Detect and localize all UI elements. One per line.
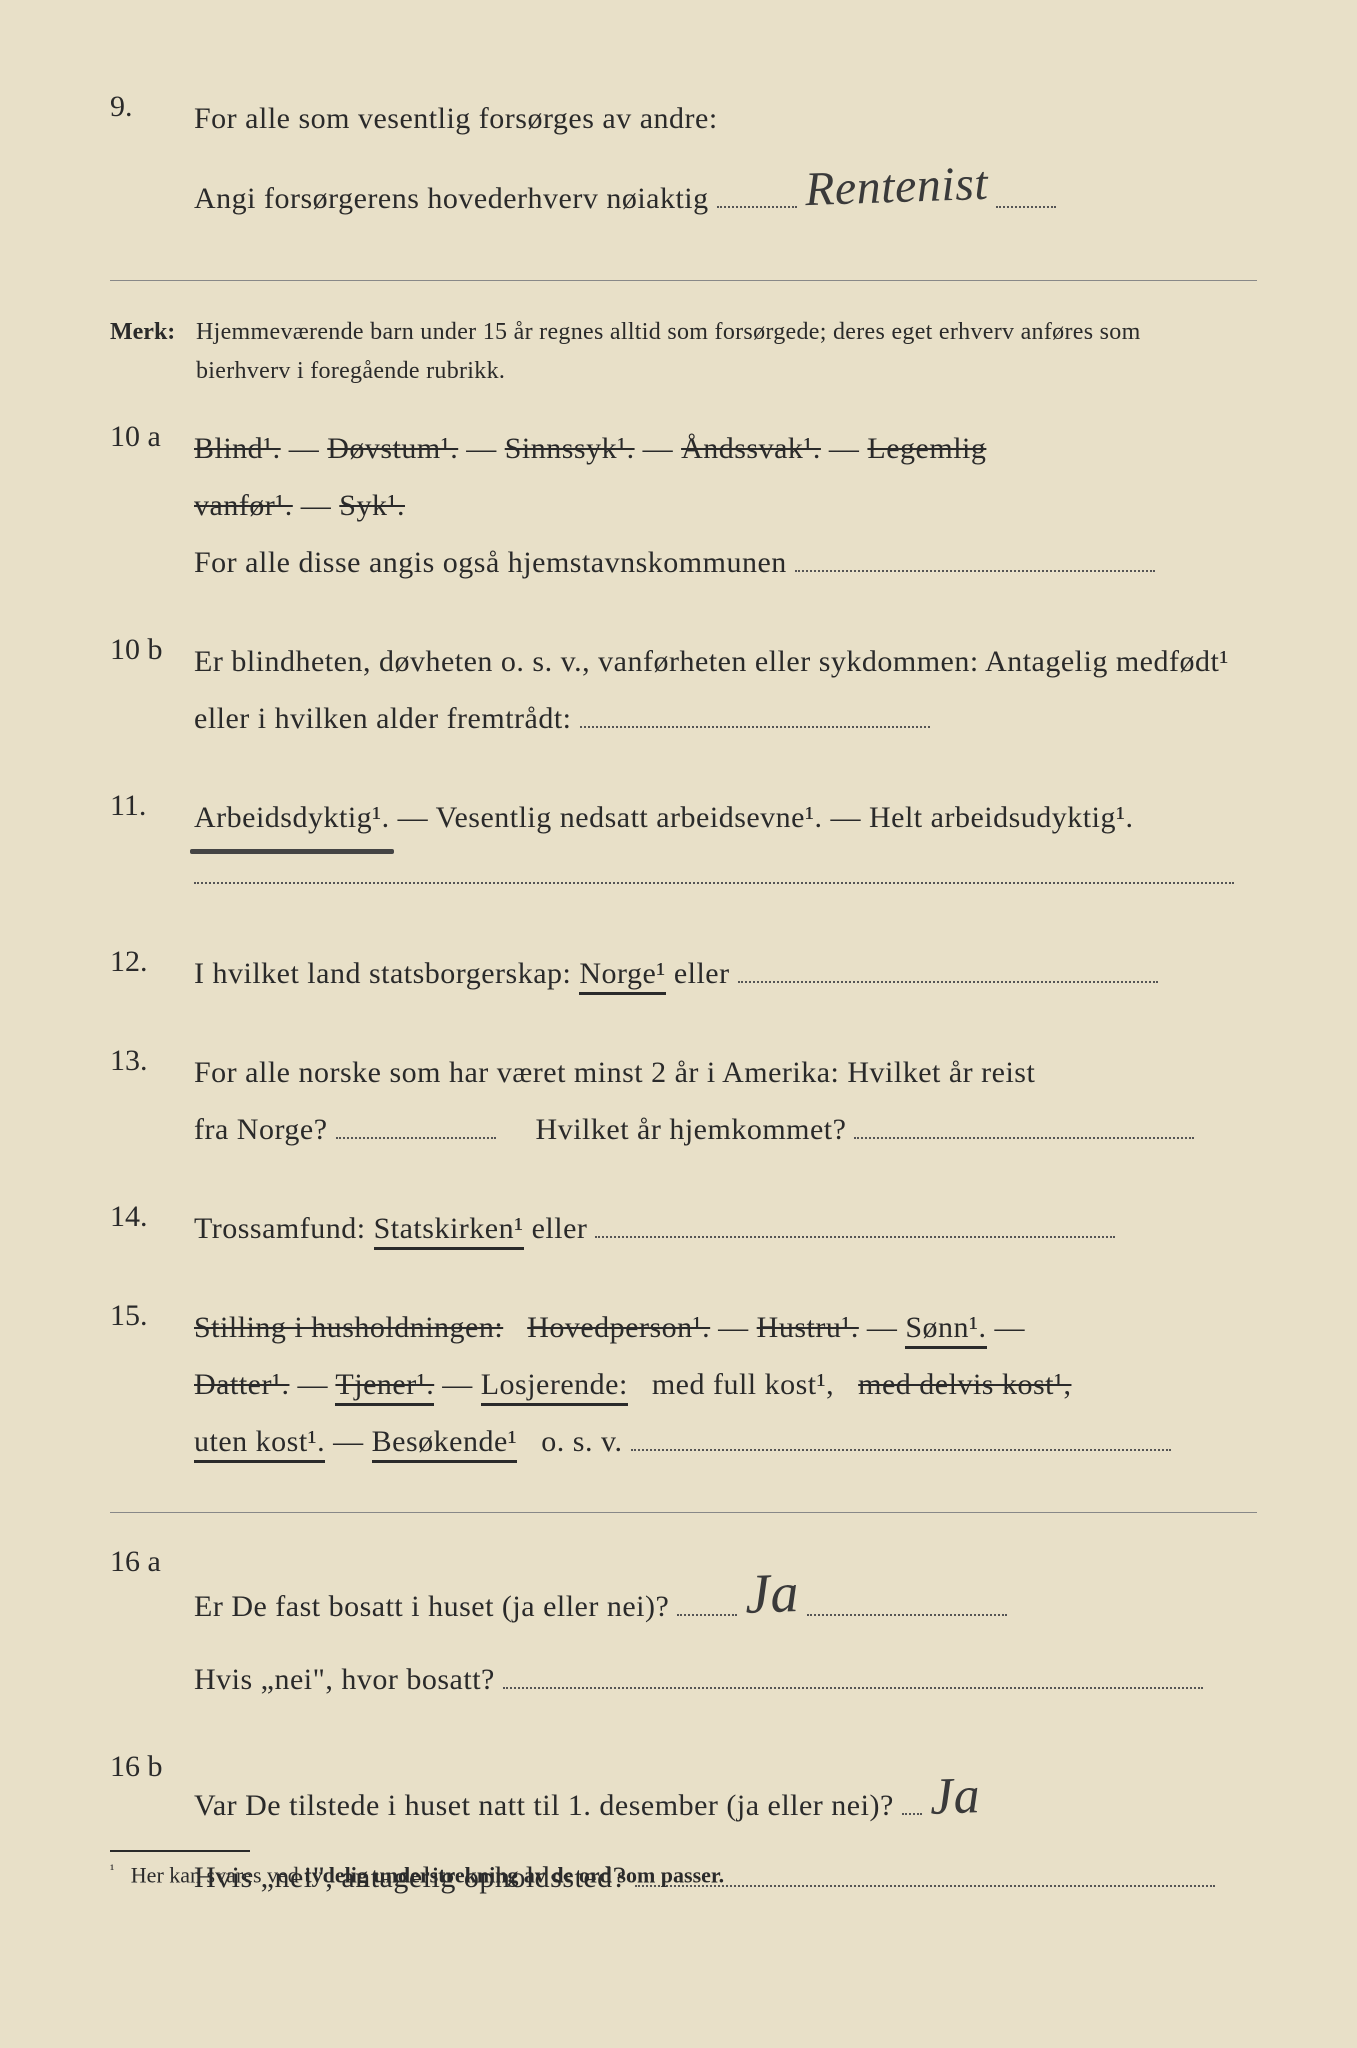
q11-arbeidsdyktig: Arbeidsdyktig¹. xyxy=(194,789,390,846)
q10a-dovstum: Døvstum¹. xyxy=(327,432,458,465)
q14-text: Trossamfund: Statskirken¹ eller xyxy=(194,1200,1234,1257)
merk-note: Merk: Hjemmeværende barn under 15 år reg… xyxy=(110,313,1257,390)
q15-utenkost: uten kost¹. xyxy=(194,1425,325,1463)
question-16a: 16 a Er De fast bosatt i huset (ja eller… xyxy=(110,1545,1257,1708)
q9-line1: For alle som vesentlig forsørges av andr… xyxy=(194,102,718,135)
q13-num: 13. xyxy=(110,1044,190,1078)
q10a-vanfor: vanfør¹. xyxy=(194,489,293,522)
question-10b: 10 b Er blindheten, døvheten o. s. v., v… xyxy=(110,633,1257,747)
q10b-blank xyxy=(580,696,930,728)
q10b-text: Er blindheten, døvheten o. s. v., vanfør… xyxy=(194,633,1234,747)
q10a-syk: Syk¹. xyxy=(339,489,405,522)
q15-delviskost: med delvis kost¹, xyxy=(858,1368,1071,1401)
q10a-blank xyxy=(795,540,1155,572)
divider-2 xyxy=(110,1512,1257,1513)
q16a-text: Er De fast bosatt i huset (ja eller nei)… xyxy=(194,1545,1234,1708)
question-10a: 10 a Blind¹. — Døvstum¹. — Sinnssyk¹. — … xyxy=(110,420,1257,591)
q10a-num: 10 a xyxy=(110,420,190,454)
census-form-page: 9. For alle som vesentlig forsørges av a… xyxy=(0,0,1357,2048)
q15-text: Stilling i husholdningen: Hovedperson¹. … xyxy=(194,1299,1234,1470)
question-13: 13. For alle norske som har været minst … xyxy=(110,1044,1257,1158)
q11-num: 11. xyxy=(110,789,190,823)
question-9: 9. For alle som vesentlig forsørges av a… xyxy=(110,90,1257,238)
q11-text: Arbeidsdyktig¹. — Vesentlig nedsatt arbe… xyxy=(194,789,1234,903)
merk-text: Hjemmeværende barn under 15 år regnes al… xyxy=(196,313,1236,390)
q15-sonn: Sønn¹. xyxy=(905,1311,986,1349)
question-14: 14. Trossamfund: Statskirken¹ eller xyxy=(110,1200,1257,1257)
q12-norge: Norge¹ xyxy=(579,957,665,995)
q15-datter: Datter¹. xyxy=(194,1368,289,1401)
q16b-num: 16 b xyxy=(110,1750,190,1784)
q15-hovedperson: Hovedperson¹. xyxy=(527,1311,710,1344)
q10a-legemlig: Legemlig xyxy=(867,432,986,465)
q10b-num: 10 b xyxy=(110,633,190,667)
q11-blank xyxy=(194,852,1234,884)
q10a-andssvak: Åndssvak¹. xyxy=(681,432,821,465)
question-12: 12. I hvilket land statsborgerskap: Norg… xyxy=(110,945,1257,1002)
q15-num: 15. xyxy=(110,1299,190,1333)
footnote-text: Her kan svares ved tydelig understreknin… xyxy=(131,1862,724,1887)
q10a-blind: Blind¹. xyxy=(194,432,281,465)
q9-blank1 xyxy=(717,176,797,208)
q10a-line3: For alle disse angis også hjemstavnskomm… xyxy=(194,546,787,579)
footnote-rule xyxy=(110,1850,250,1852)
q13-blank2 xyxy=(854,1107,1194,1139)
q16a-num: 16 a xyxy=(110,1545,190,1579)
q10a-text: Blind¹. — Døvstum¹. — Sinnssyk¹. — Åndss… xyxy=(194,420,1234,591)
q16b-answer: Ja xyxy=(928,1748,982,1848)
q9-line2-prefix: Angi forsørgerens hovederhverv nøiaktig xyxy=(194,182,709,215)
q12-blank xyxy=(738,951,1158,983)
footnote: ¹ Her kan svares ved tydelig understrekn… xyxy=(110,1850,724,1888)
q15-losjerende: Losjerende: xyxy=(481,1368,628,1406)
q13-text: For alle norske som har været minst 2 år… xyxy=(194,1044,1234,1158)
q9-handwritten: Rentenist xyxy=(803,138,989,236)
question-15: 15. Stilling i husholdningen: Hovedperso… xyxy=(110,1299,1257,1470)
q16a-answer: Ja xyxy=(743,1540,801,1648)
q15-hustru: Hustru¹. xyxy=(757,1311,859,1344)
q9-text: For alle som vesentlig forsørges av andr… xyxy=(194,90,1234,238)
q14-statskirken: Statskirken¹ xyxy=(374,1212,524,1250)
merk-label: Merk: xyxy=(110,313,190,351)
question-11: 11. Arbeidsdyktig¹. — Vesentlig nedsatt … xyxy=(110,789,1257,903)
q15-blank xyxy=(631,1419,1171,1451)
q13-blank1 xyxy=(336,1107,496,1139)
q12-text: I hvilket land statsborgerskap: Norge¹ e… xyxy=(194,945,1234,1002)
footnote-num: ¹ xyxy=(110,1862,114,1878)
q15-tjener: Tjener¹. xyxy=(335,1368,434,1406)
q14-num: 14. xyxy=(110,1200,190,1234)
q11-rest: — Vesentlig nedsatt arbeidsevne¹. — Helt… xyxy=(398,801,1134,834)
q14-blank xyxy=(595,1206,1115,1238)
q15-besokende: Besøkende¹ xyxy=(372,1425,518,1463)
q10a-sinnssyk: Sinnssyk¹. xyxy=(505,432,635,465)
q9-num: 9. xyxy=(110,90,190,124)
q15-fullkost: med full kost¹, xyxy=(652,1368,834,1401)
q16a-blank xyxy=(503,1657,1203,1689)
q15-stilling: Stilling i husholdningen: xyxy=(194,1311,503,1344)
q9-blank2 xyxy=(996,176,1056,208)
q12-num: 12. xyxy=(110,945,190,979)
divider-1 xyxy=(110,280,1257,281)
